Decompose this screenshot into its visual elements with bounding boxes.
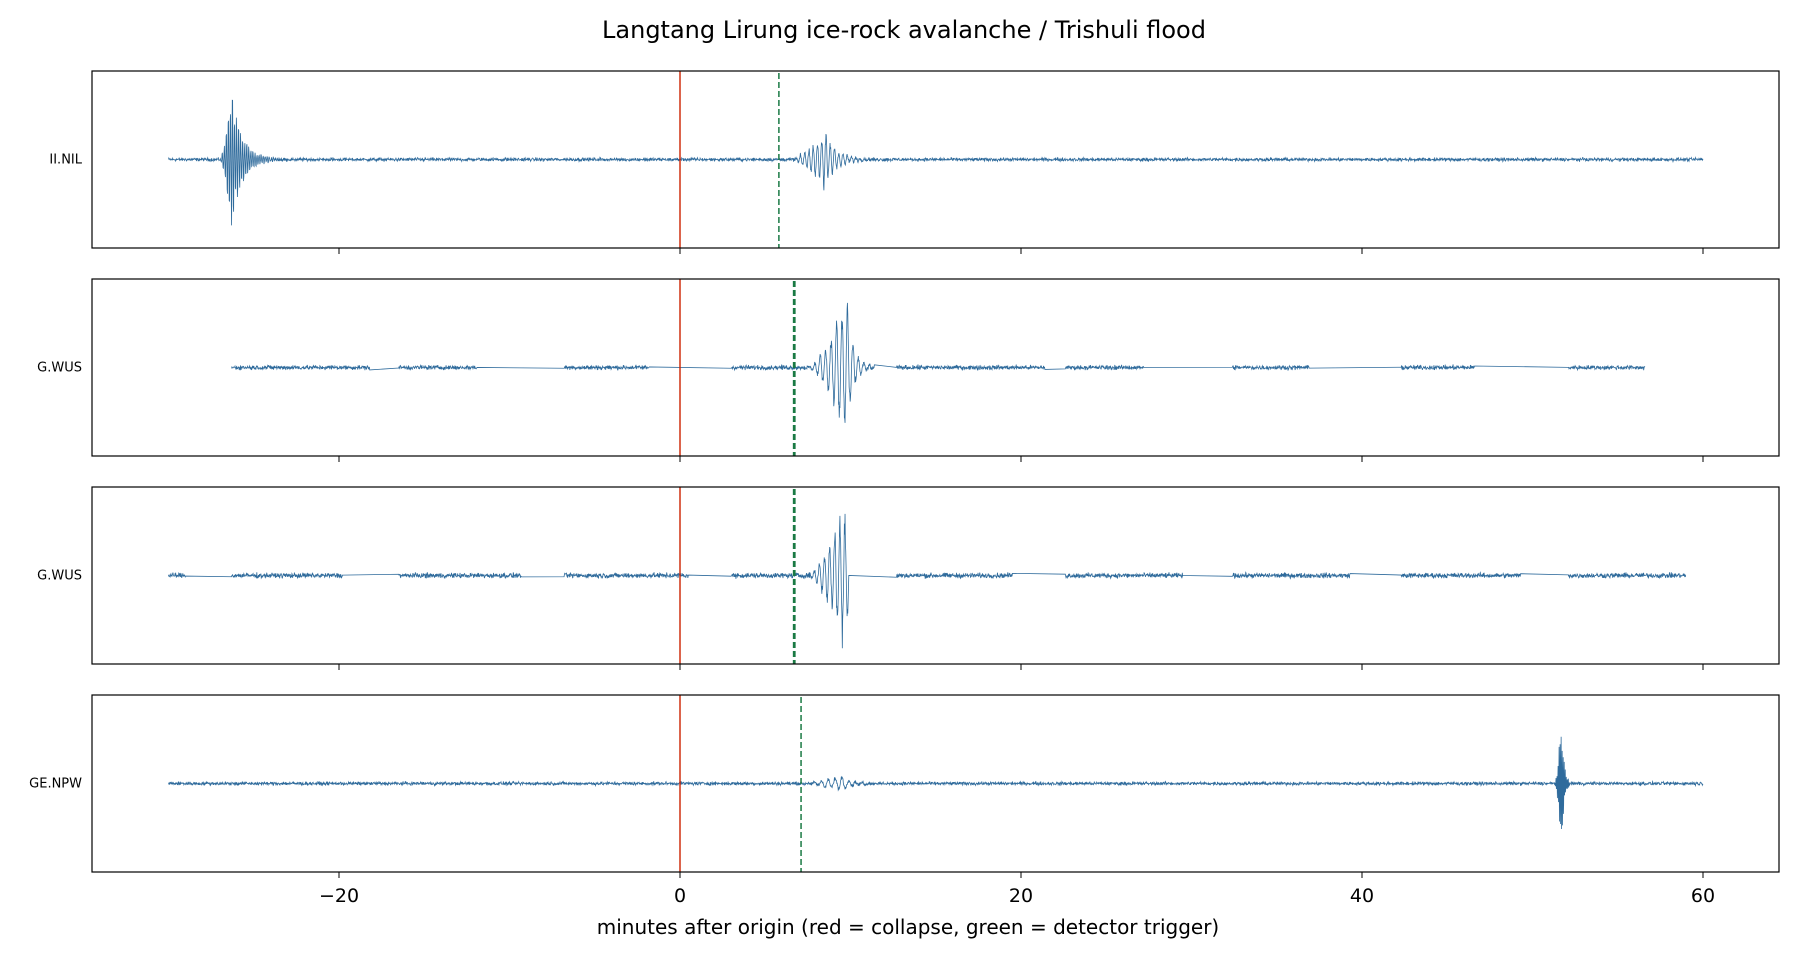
x-tick-label: 60 [1691,885,1715,907]
x-tick-label: −20 [319,885,359,907]
station-label: G.WUS [37,569,82,584]
station-label: GE.NPW [29,777,82,792]
panel-frame [91,70,1780,249]
x-tick-label: 40 [1350,885,1374,907]
x-axis-label: minutes after origin (red = collapse, gr… [597,915,1219,939]
panels-group: II.NIL G.WUS G.WUS GE.NPW [29,70,1780,878]
seismogram-trace [231,302,1646,423]
station-label: G.WUS [37,361,82,376]
panel-2: G.WUS [37,278,1780,462]
panel-frame [91,694,1780,873]
panel-1: II.NIL [49,70,1780,254]
seismogram-trace [168,513,1687,649]
chart-title: Langtang Lirung ice-rock avalanche / Tri… [602,16,1206,44]
station-label: II.NIL [49,153,82,168]
x-tick-label: 20 [1009,885,1033,907]
panel-frame [91,486,1780,665]
seismogram-trace [168,99,1704,226]
panel-3: G.WUS [37,486,1780,670]
panel-4: GE.NPW [29,694,1780,878]
panel-frame [91,278,1780,457]
x-axis: −20 0 20 40 60 [319,885,1715,907]
x-tick-label: 0 [674,885,686,907]
seismogram-trace [168,736,1704,830]
